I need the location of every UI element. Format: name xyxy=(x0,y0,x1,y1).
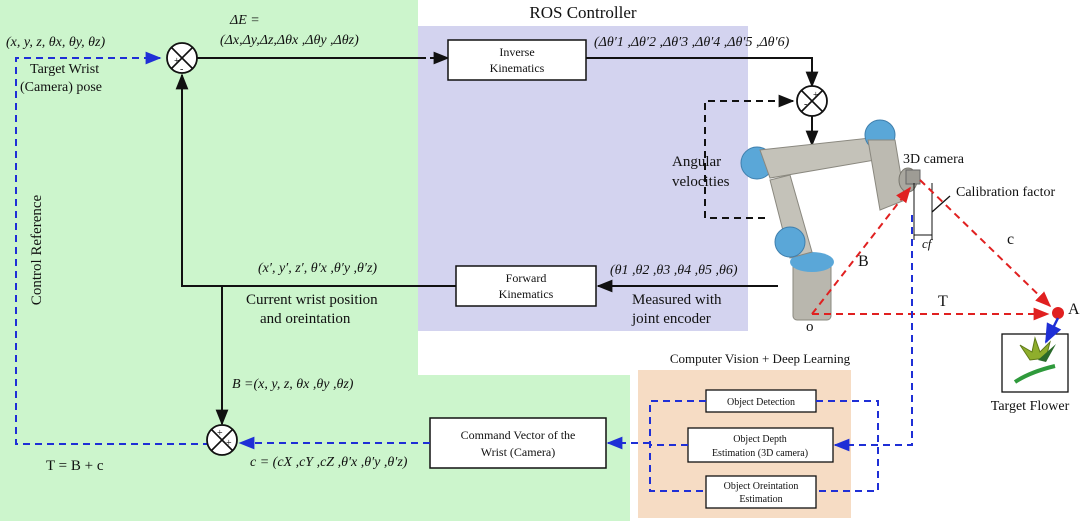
vector-b xyxy=(811,186,911,315)
svg-text:-: - xyxy=(180,64,183,75)
robot-arm xyxy=(740,119,921,321)
cv-right-bus xyxy=(816,400,879,492)
measured-label-2: joint encoder xyxy=(631,311,711,327)
inverse-kinematics-block: Inverse Kinematics xyxy=(447,39,587,81)
svg-text:Object Depth: Object Depth xyxy=(733,434,787,445)
svg-text:+: + xyxy=(813,90,819,101)
camera-feed-line xyxy=(878,215,913,446)
svg-text:Object Detection: Object Detection xyxy=(727,397,795,408)
current-wrist-label: Current wrist position xyxy=(246,292,378,308)
cf-label: cf xyxy=(922,236,934,251)
object-detection-block: Object Detection xyxy=(705,389,817,413)
angular-velocities-label-2: velocities xyxy=(672,174,730,190)
current-pose-feedback xyxy=(175,73,456,287)
svg-text:Estimation: Estimation xyxy=(739,494,782,505)
object-orientation-block: Object Oreintation Estimation xyxy=(705,475,817,509)
point-a-label: A xyxy=(1068,301,1080,318)
svg-text:Inverse: Inverse xyxy=(499,45,534,59)
target-flower-image xyxy=(1001,333,1069,393)
svg-text:Object Oreintation: Object Oreintation xyxy=(724,481,799,492)
control-reference-path xyxy=(15,51,222,445)
target-pose-tuple: (x, y, z, θx, θy, θz) xyxy=(6,35,106,50)
target-wrist-label-2: (Camera) pose xyxy=(20,80,102,95)
joint-angles-tuple: (θ1 ,θ2 ,θ3 ,θ4 ,θ5 ,θ6) xyxy=(610,263,738,278)
vector-b-label: B xyxy=(858,253,869,270)
point-a xyxy=(1052,307,1064,319)
delta-theta-prime: (Δθ′1 ,Δθ′2 ,Δθ′3 ,Δθ′4 ,Δθ′5 ,Δθ′6) xyxy=(594,35,790,50)
svg-text:-: - xyxy=(804,99,807,110)
forward-kinematics-block: Forward Kinematics xyxy=(455,265,597,307)
svg-text:+: + xyxy=(226,438,232,449)
t-equation: T = B + c xyxy=(46,458,104,474)
target-flower-label: Target Flower xyxy=(991,399,1070,414)
object-depth-block: Object Depth Estimation (3D camera) xyxy=(687,427,834,463)
svg-text:Command Vector of the: Command Vector of the xyxy=(461,428,576,442)
control-reference-region xyxy=(0,0,630,521)
b-vector-label: B =(x, y, z, θx ,θy ,θz) xyxy=(232,377,354,392)
current-wrist-label-2: and oreintation xyxy=(260,311,351,327)
command-vector-block: Command Vector of the Wrist (Camera) xyxy=(429,417,607,469)
cv-left-bus xyxy=(649,400,706,492)
vector-t-label: T xyxy=(938,293,948,310)
vector-c xyxy=(919,179,1052,308)
svg-text:+: + xyxy=(174,56,180,67)
flower-blue-arrow xyxy=(1044,317,1062,344)
origin-o-label: o xyxy=(806,319,814,335)
target-wrist-label: Target Wrist xyxy=(30,62,99,77)
svg-text:Forward: Forward xyxy=(506,271,547,285)
svg-text:Estimation (3D camera): Estimation (3D camera) xyxy=(712,448,808,459)
svg-text:Kinematics: Kinematics xyxy=(499,287,554,301)
angular-velocity-feedback xyxy=(704,94,795,219)
sum-junction-error: + - xyxy=(166,42,198,75)
sum-junction-velocity: - + xyxy=(796,85,828,117)
error-label: ΔE = xyxy=(229,13,260,28)
camera-3d-label: 3D camera xyxy=(903,152,965,167)
svg-text:Wrist (Camera): Wrist (Camera) xyxy=(481,445,555,459)
error-tuple: (Δx,Δy,Δz,Δθx ,Δθy ,Δθz) xyxy=(220,33,359,48)
current-pose-tuple: (x′, y′, z′, θ′x ,θ′y ,θ′z) xyxy=(258,261,377,276)
c-vector-label: c = (cX ,cY ,cZ ,θ′x ,θ′y ,θ′z) xyxy=(250,455,408,470)
measured-label: Measured with xyxy=(632,292,722,308)
sum-junction-target: + + xyxy=(206,424,238,456)
svg-text:Kinematics: Kinematics xyxy=(490,61,545,75)
vector-c-label: c xyxy=(1007,231,1014,248)
control-reference-label: Control Reference xyxy=(29,194,45,305)
ros-controller-title: ROS Controller xyxy=(529,3,637,22)
svg-text:+: + xyxy=(217,428,223,439)
calibration-factor-label: Calibration factor xyxy=(956,185,1055,200)
angular-velocities-label: Angular xyxy=(672,154,721,170)
cv-dl-title: Computer Vision + Deep Learning xyxy=(670,351,851,366)
